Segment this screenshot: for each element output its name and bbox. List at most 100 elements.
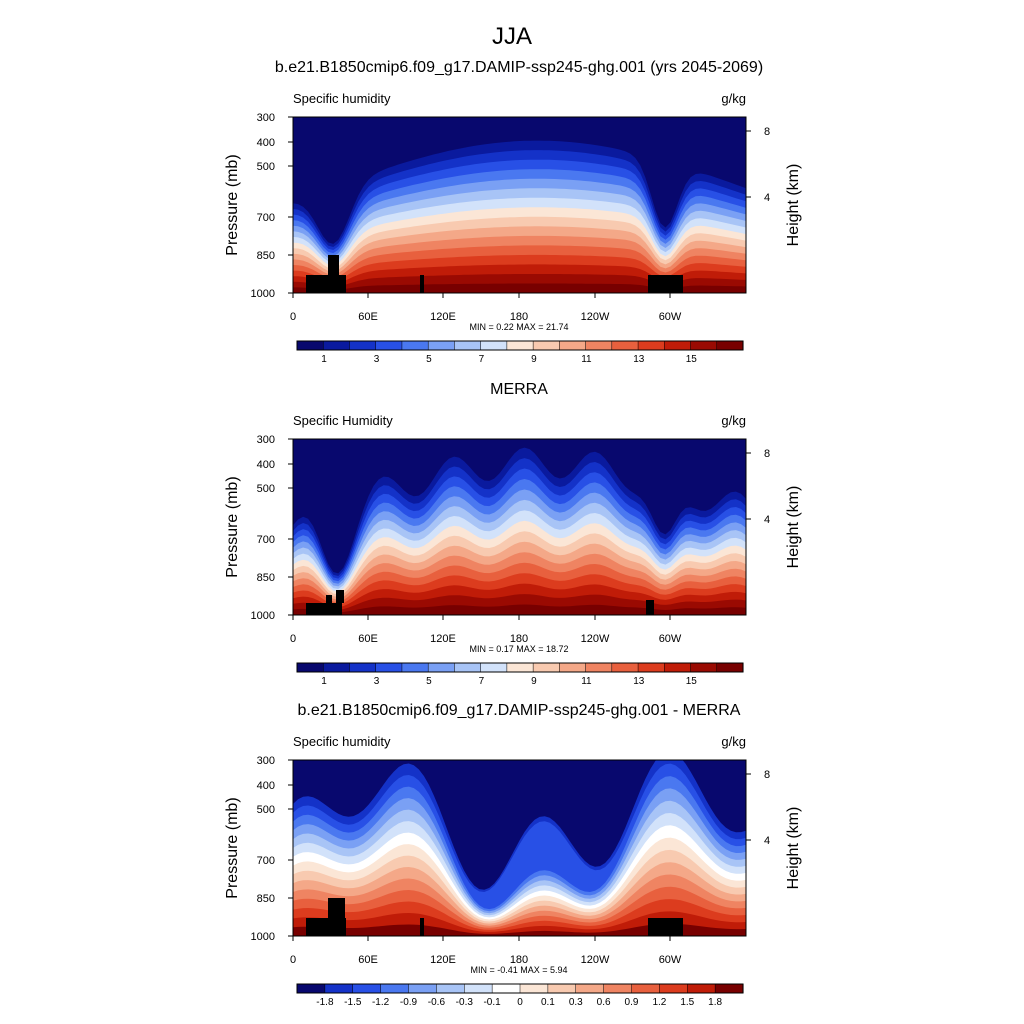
terrain-mask [648,275,683,293]
colorbar-swatch [464,983,493,994]
colorbar-label: -0.6 [428,997,446,1008]
colorbar-label: 13 [633,354,645,365]
x-tick-label: 0 [290,633,296,645]
chart-panel-3: b.e21.B1850cmip6.f09_g17.DAMIP-ssp245-gh… [224,702,802,1008]
y-tick-label: 700 [257,212,275,224]
contour-band [293,117,746,244]
panel-units: g/kg [721,734,746,749]
y-right-tick-label: 8 [764,769,770,781]
colorbar-swatch [575,983,605,994]
colorbar-label: 5 [426,354,432,365]
y-tick-label: 700 [257,534,275,546]
colorbar-label: -0.3 [456,997,474,1008]
x-tick-label: 120E [430,954,456,966]
colorbar-swatch [296,340,324,351]
panel-left-label: Specific humidity [293,734,391,749]
terrain-mask [646,600,654,615]
terrain-mask [336,590,344,603]
colorbar-swatch [349,340,377,351]
y-tick-label: 1000 [251,931,275,943]
y-right-tick-label: 4 [764,192,770,204]
x-tick-label: 60E [358,633,378,645]
y-tick-label: 1000 [251,610,275,622]
colorbar-swatch [352,983,382,994]
colorbar-swatch [401,340,429,351]
colorbar-frame [296,662,744,673]
colorbar-swatch [375,340,403,351]
panel-left-label: Specific humidity [293,91,391,106]
colorbar-label: 13 [633,676,645,687]
y-right-axis-title: Height (km) [785,807,802,890]
colorbar-swatch [664,662,692,673]
colorbar-label: 7 [479,354,485,365]
x-tick-label: 60E [358,311,378,323]
colorbar-swatch [611,662,639,673]
y-right-tick-label: 8 [764,448,770,460]
panel-title: b.e21.B1850cmip6.f09_g17.DAMIP-ssp245-gh… [298,702,741,719]
y-tick-label: 400 [257,780,275,792]
x-tick-label: 0 [290,311,296,323]
colorbar-label: 1.2 [652,997,666,1008]
colorbar-swatch [637,662,665,673]
y-tick-label: 500 [257,161,275,173]
colorbar-swatch [375,662,403,673]
x-tick-label: 60W [659,954,682,966]
colorbar-label: 9 [531,354,537,365]
colorbar-swatch [547,983,577,994]
colorbar-swatch [532,662,560,673]
x-tick-label: 180 [510,311,528,323]
x-tick-label: 180 [510,633,528,645]
y-tick-label: 500 [257,804,275,816]
panel-title: b.e21.B1850cmip6.f09_g17.DAMIP-ssp245-gh… [275,59,763,76]
min-max-label: MIN = -0.41 MAX = 5.94 [470,965,567,975]
contour-band [293,760,746,890]
colorbar-swatch [519,983,549,994]
colorbar-label: 5 [426,676,432,687]
colorbar-swatch [454,340,482,351]
colorbar-swatch [427,340,455,351]
x-tick-label: 0 [290,954,296,966]
x-tick-label: 120W [581,633,610,645]
terrain-mask [420,918,424,936]
terrain-mask [306,275,346,293]
colorbar-swatch [401,662,429,673]
contour-field [293,760,746,936]
y-tick-label: 850 [257,572,275,584]
x-tick-label: 60E [358,954,378,966]
colorbar-swatch [664,340,692,351]
y-tick-label: 500 [257,483,275,495]
colorbar-label: 1.5 [680,997,694,1008]
y-tick-label: 700 [257,855,275,867]
x-tick-label: 120W [581,954,610,966]
colorbar-label: 0 [517,997,523,1008]
y-tick-label: 400 [257,137,275,149]
colorbar-swatch [436,983,465,994]
colorbar-swatch [690,340,718,351]
colorbar-swatch [603,983,633,994]
colorbar-label: 0.1 [541,997,555,1008]
colorbar-label: 1 [321,676,327,687]
min-max-label: MIN = 0.22 MAX = 21.74 [469,322,568,332]
x-tick-label: 60W [659,633,682,645]
colorbar-swatch [714,983,744,994]
colorbar-swatch [585,340,613,351]
colorbar-swatch [408,983,437,994]
colorbar-swatch [559,340,587,351]
y-tick-label: 850 [257,893,275,905]
panel-units: g/kg [721,413,746,428]
colorbar-label: 0.6 [597,997,611,1008]
colorbar-swatch [349,662,377,673]
panel-left-label: Specific Humidity [293,413,393,428]
colorbar-swatch [380,983,410,994]
y-tick-label: 300 [257,112,275,124]
colorbar-swatch [585,662,613,673]
contour-field [293,117,746,293]
colorbar-frame [296,983,744,994]
y-tick-label: 850 [257,250,275,262]
colorbar-label: -1.5 [344,997,362,1008]
terrain-mask [420,275,424,293]
colorbar-swatch [491,983,521,994]
contour-field [293,439,746,615]
